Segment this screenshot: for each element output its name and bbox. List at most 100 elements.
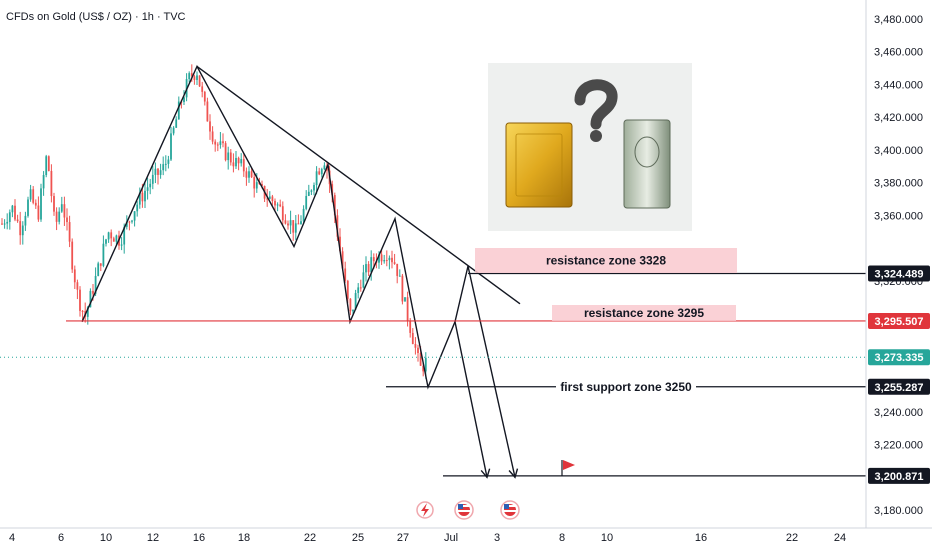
y-tick-label: 3,360.000	[874, 210, 923, 222]
price-tag[interactable]	[868, 378, 930, 395]
candle-body	[99, 263, 102, 266]
y-tick-label: 3,460.000	[874, 47, 923, 59]
resistance-zone-box	[552, 305, 736, 321]
price-tag[interactable]	[868, 312, 930, 329]
candle-body	[261, 184, 263, 187]
candle-body	[300, 221, 302, 225]
candle-body	[250, 171, 253, 178]
candle-body	[216, 144, 219, 146]
candle-body	[47, 156, 50, 171]
y-tick-label: 3,480.000	[874, 14, 923, 26]
candle-body	[276, 204, 279, 206]
candle-body	[162, 164, 165, 171]
price-tag[interactable]	[868, 467, 930, 484]
candle-body	[24, 215, 27, 226]
candle-body	[172, 127, 175, 134]
x-tick-label: 22	[304, 532, 316, 544]
candle-body	[112, 238, 115, 242]
candle-body	[240, 159, 243, 164]
candle-body	[115, 235, 118, 242]
candle-body	[362, 272, 365, 288]
candle-body	[138, 192, 141, 205]
us-flag-stripe	[458, 510, 470, 512]
candle-body	[164, 163, 167, 165]
candle-body	[365, 264, 367, 273]
candle-body	[284, 220, 287, 224]
x-tick-label: Jul	[444, 532, 458, 544]
gold-bar-icon	[505, 122, 573, 208]
candle-body	[159, 170, 162, 175]
candle-body	[404, 297, 406, 302]
candle-body	[292, 220, 295, 233]
candle-body	[66, 217, 68, 223]
descending-trendline	[196, 65, 521, 305]
candle-body	[55, 211, 58, 222]
question-mark-icon	[574, 79, 618, 142]
candle-body	[170, 133, 172, 160]
x-tick-label: 16	[695, 532, 707, 544]
candle-body	[287, 223, 289, 226]
price-tag[interactable]	[868, 349, 930, 366]
us-flag-canton	[458, 504, 463, 509]
candle-body	[401, 275, 404, 302]
candle-body	[349, 298, 352, 312]
candle-body	[16, 219, 19, 222]
chart-title: CFDs on Gold (US$ / OZ) · 1h · TVC	[6, 11, 186, 23]
projection-arrow-1	[454, 321, 488, 478]
candle-body	[310, 190, 313, 192]
candle-body	[6, 221, 9, 224]
candle-body	[3, 223, 6, 225]
candle-body	[406, 297, 409, 321]
candle-body	[32, 189, 35, 203]
candle-body	[21, 225, 24, 236]
price-tag[interactable]	[868, 265, 930, 282]
candle-body	[274, 200, 276, 206]
zone-label: resistance zone 3328	[546, 254, 666, 268]
candle-body	[146, 187, 149, 191]
price-tag-label: 3,324.489	[875, 269, 924, 281]
candle-body	[198, 75, 201, 87]
event-markers	[416, 460, 575, 520]
candle-body	[58, 211, 61, 222]
zone-label: first support zone 3250	[560, 380, 692, 394]
x-tick-label: 4	[9, 532, 15, 544]
candle-body	[214, 141, 217, 145]
x-tick-label: 16	[193, 532, 205, 544]
candle-body	[154, 168, 157, 175]
candle-body	[227, 152, 230, 161]
candle-body	[136, 204, 139, 212]
candle-body	[281, 206, 284, 221]
price-tag-label: 3,273.335	[875, 352, 924, 364]
candle-body	[245, 171, 248, 178]
candle-body	[380, 254, 383, 262]
resistance-zone-box	[475, 248, 737, 273]
candle-body	[409, 320, 412, 333]
candle-body	[224, 143, 227, 161]
candle-body	[313, 185, 315, 191]
candle-body	[211, 131, 214, 142]
price-tag-label: 3,255.287	[875, 382, 924, 394]
candle-body	[89, 290, 92, 308]
candle-body	[253, 177, 256, 189]
candle-body	[151, 174, 154, 184]
gold-vs-dollar-photo	[488, 63, 692, 231]
candle-body	[414, 343, 417, 348]
candle-body	[8, 212, 11, 222]
candle-body	[294, 223, 297, 233]
candle-body	[393, 262, 396, 264]
price-candles	[1, 64, 427, 379]
candle-body	[289, 220, 292, 226]
candle-body	[318, 171, 321, 175]
candle-body	[144, 190, 146, 202]
candle-body	[128, 221, 131, 223]
arrow-head	[480, 468, 491, 479]
candle-body	[71, 241, 74, 270]
zones-layer: resistance zone 3328 resistance zone 3295…	[0, 248, 866, 477]
x-tick-label: 27	[397, 532, 409, 544]
candle-body	[417, 347, 419, 354]
red-flag-icon[interactable]	[563, 460, 575, 470]
candle-body	[266, 198, 269, 200]
candle-body	[320, 169, 323, 175]
candle-body	[237, 157, 240, 164]
